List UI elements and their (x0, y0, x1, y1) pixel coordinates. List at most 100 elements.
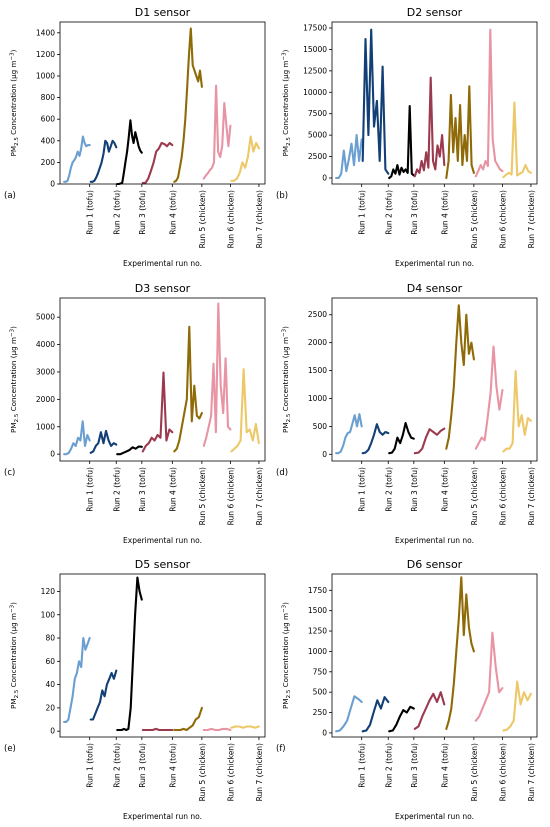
panel-title: D6 sensor (407, 558, 463, 571)
y-axis-label-part: 2.5 (14, 689, 20, 698)
panel-letter: (a) (4, 191, 16, 201)
panel-title: D3 sensor (135, 282, 191, 295)
y-tick-label: 0 (322, 450, 327, 459)
series-line-run-5 (445, 576, 475, 730)
y-tick-label: 800 (41, 93, 56, 102)
y-tick-label: 200 (41, 158, 56, 167)
x-tick-label: Run 1 (tofu) (358, 743, 367, 788)
x-tick-label: Run 4 (tofu) (168, 743, 177, 788)
y-axis-label-part: PM (281, 146, 290, 157)
y-tick-label: 12500 (303, 66, 327, 75)
series-line-run-6 (474, 28, 504, 178)
series-line-run-2 (361, 28, 390, 175)
x-tick-label: Run 4 (tofu) (440, 743, 449, 788)
series-line-run-3 (116, 576, 143, 732)
y-tick-label: 100 (41, 610, 56, 619)
x-axis-label: Experimental run no. (395, 259, 474, 268)
x-tick-label: Run 1 (tofu) (86, 190, 95, 235)
y-tick-label: 1000 (308, 647, 327, 656)
x-axis-label: Experimental run no. (395, 812, 474, 821)
x-tick-label: Run 5 (chicken) (198, 743, 207, 801)
y-tick-label: 1000 (36, 422, 55, 431)
series-line-run-1 (63, 135, 91, 183)
series-line-run-1 (335, 695, 363, 733)
x-tick-label: Run 2 (tofu) (112, 190, 121, 235)
y-tick-label: 0 (50, 727, 55, 736)
series-line-run-6 (474, 345, 504, 450)
y-axis-label-part: Concentration (µg m (281, 337, 290, 414)
x-tick-label: Run 2 (tofu) (384, 467, 393, 512)
x-tick-label: Run 5 (chicken) (470, 467, 479, 525)
y-tick-label: 1500 (308, 366, 327, 375)
plot-frame (59, 21, 266, 185)
y-tick-label: 2500 (308, 310, 327, 319)
x-tick-label: Run 3 (tofu) (138, 467, 147, 512)
y-axis-label: PM2.5 Concentration (µg m−3) (9, 602, 20, 709)
y-axis-label: PM2.5 Concentration (µg m−3) (281, 602, 292, 709)
y-axis-label-part: Concentration (µg m (281, 613, 290, 690)
y-tick-label: 0 (50, 450, 55, 459)
series-line-run-3 (388, 421, 415, 455)
y-tick-label: 1400 (36, 28, 55, 37)
x-axis-label: Experimental run no. (395, 536, 474, 545)
y-tick-label: 2500 (308, 152, 327, 161)
x-tick-label: Run 7 (chicken) (527, 467, 536, 525)
x-tick-label: Run 4 (tofu) (440, 467, 449, 512)
series-line-run-5 (445, 304, 475, 450)
series-line-run-3 (116, 119, 143, 186)
y-tick-label: 7500 (308, 109, 327, 118)
x-tick-label: Run 4 (tofu) (168, 190, 177, 235)
series-line-run-2 (89, 429, 118, 454)
panel-letter: (f) (276, 744, 286, 754)
y-axis-label-part: PM (9, 422, 18, 433)
y-tick-label: 1000 (308, 394, 327, 403)
series-line-run-1 (63, 420, 91, 456)
y-axis-label-part: PM (281, 698, 290, 709)
y-tick-label: 2000 (308, 338, 327, 347)
y-tick-label: 500 (313, 422, 328, 431)
y-axis-label-part: −3 (282, 604, 288, 613)
y-axis-label-part: 2.5 (286, 413, 292, 422)
x-tick-label: Run 2 (tofu) (112, 467, 121, 512)
plot-frame (59, 297, 266, 462)
x-tick-label: Run 7 (chicken) (527, 190, 536, 248)
y-axis-label-part: −3 (10, 52, 16, 61)
x-tick-label: Run 5 (chicken) (470, 743, 479, 801)
series-line-run-1 (63, 636, 91, 723)
series-line-run-6 (202, 84, 232, 180)
panel-3: D3 sensor 0 1000 2000 3000 4000 5000 Run 1 (tof… (4, 282, 266, 545)
series-line-run-1 (335, 134, 363, 180)
series-line-run-4 (141, 727, 174, 732)
y-axis-label-part: 2.5 (14, 413, 20, 422)
panel-title: D2 sensor (407, 6, 463, 19)
series-line-run-4 (413, 427, 446, 455)
x-tick-label: Run 3 (tofu) (410, 190, 419, 235)
y-axis-label-part: 2.5 (14, 137, 20, 146)
y-axis-label-part: ) (281, 49, 290, 52)
y-axis-label-part: −3 (10, 604, 16, 613)
series-line-run-3 (388, 104, 415, 180)
y-tick-label: 5000 (36, 313, 55, 322)
x-tick-label: Run 3 (tofu) (138, 190, 147, 235)
series-line-run-1 (335, 413, 363, 455)
y-axis-label-part: Concentration (µg m (9, 337, 18, 414)
y-axis-label-part: −3 (10, 328, 16, 337)
series-line-run-2 (89, 669, 118, 721)
x-tick-label: Run 1 (tofu) (86, 467, 95, 512)
y-axis-label-part: Concentration (µg m (281, 60, 290, 137)
y-tick-label: 20 (45, 703, 55, 712)
x-tick-label: Run 5 (chicken) (198, 467, 207, 525)
panel-2: D2 sensor 0 2500 5000 7500 10000 12500 15000 175… (276, 6, 538, 268)
y-axis-label-part: PM (281, 422, 290, 433)
y-tick-label: 250 (313, 708, 328, 717)
panel-title: D5 sensor (135, 558, 191, 571)
y-axis-label-part: 2.5 (286, 689, 292, 698)
series-line-run-4 (141, 141, 174, 184)
y-axis-label-part: Concentration (µg m (9, 60, 18, 137)
y-tick-label: 500 (313, 688, 328, 697)
y-tick-label: 40 (45, 680, 55, 689)
x-tick-label: Run 4 (tofu) (440, 190, 449, 235)
x-tick-label: Run 4 (tofu) (168, 467, 177, 512)
y-tick-label: 0 (50, 180, 55, 189)
